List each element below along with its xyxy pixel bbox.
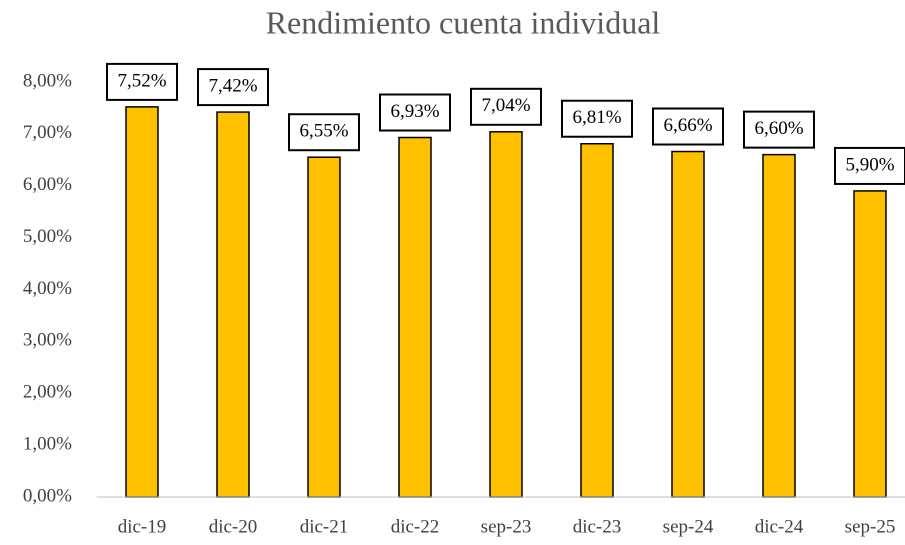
x-tick-label: sep-24 xyxy=(663,516,714,537)
y-tick-label: 5,00% xyxy=(23,226,72,247)
x-tick-label: dic-19 xyxy=(118,516,167,537)
chart-title: Rendimiento cuenta individual xyxy=(266,4,661,40)
bar xyxy=(580,142,614,498)
y-tick-label: 6,00% xyxy=(23,174,72,195)
value-label-box xyxy=(288,113,360,152)
value-label-box xyxy=(652,107,724,146)
x-tick-label: sep-25 xyxy=(845,516,896,537)
x-tick-label: dic-24 xyxy=(755,516,804,537)
y-tick-label: 0,00% xyxy=(23,485,72,506)
y-tick-label: 1,00% xyxy=(23,433,72,454)
value-label-box xyxy=(197,68,269,107)
bar xyxy=(762,153,796,498)
value-label-box xyxy=(743,110,815,149)
bar xyxy=(307,156,341,498)
value-label: 7,04% xyxy=(481,95,530,116)
value-label: 7,52% xyxy=(117,70,166,91)
value-label: 7,42% xyxy=(208,75,257,96)
y-tick-label: 7,00% xyxy=(23,122,72,143)
x-tick-label: dic-22 xyxy=(391,516,440,537)
value-label: 6,60% xyxy=(754,118,803,139)
value-label-box xyxy=(561,99,633,138)
bar xyxy=(125,106,159,498)
bar xyxy=(489,131,523,498)
y-tick-label: 8,00% xyxy=(23,70,72,91)
bar xyxy=(398,136,432,498)
value-label: 6,66% xyxy=(663,115,712,136)
value-label: 6,55% xyxy=(299,121,348,142)
x-tick-label: dic-23 xyxy=(573,516,622,537)
value-label-box xyxy=(834,146,905,185)
bar xyxy=(853,190,887,498)
value-label-box xyxy=(106,62,178,101)
bar xyxy=(671,150,705,498)
x-tick-label: dic-21 xyxy=(300,516,349,537)
value-label: 6,81% xyxy=(572,107,621,128)
value-label-box xyxy=(470,87,542,126)
y-tick-label: 2,00% xyxy=(23,382,72,403)
x-tick-label: dic-20 xyxy=(209,516,258,537)
y-tick-label: 3,00% xyxy=(23,330,72,351)
bar xyxy=(216,111,250,498)
value-label-box xyxy=(379,93,451,132)
value-label: 6,93% xyxy=(390,101,439,122)
y-tick-label: 4,00% xyxy=(23,278,72,299)
value-label: 5,90% xyxy=(845,154,894,175)
x-tick-label: sep-23 xyxy=(481,516,532,537)
